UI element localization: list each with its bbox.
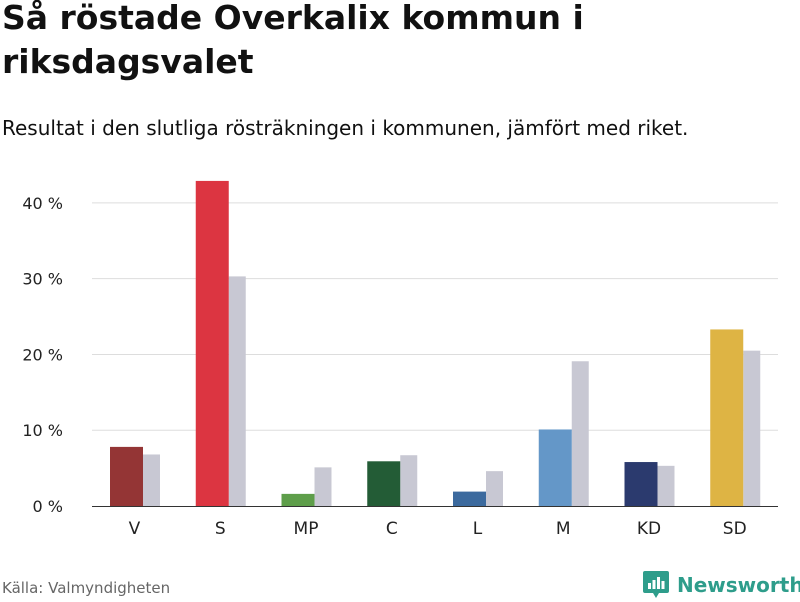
bar-riket-l <box>486 471 503 506</box>
y-tick-label: 40 % <box>22 194 63 213</box>
y-tick-label: 30 % <box>22 270 63 289</box>
chart-title: Så röstade Overkalix kommun i riksdagsva… <box>2 0 584 81</box>
x-tick-label: SD <box>723 519 747 539</box>
bar-chart-logo-icon <box>643 571 669 598</box>
bar-riket-s <box>228 276 246 506</box>
x-tick-label: MP <box>294 519 319 539</box>
bar-riket-kd <box>657 465 675 506</box>
x-tick-label: C <box>386 519 398 539</box>
bar-kommun-l <box>453 491 486 506</box>
brand-name: Newsworthy <box>677 573 800 597</box>
x-tick-label: L <box>473 519 483 539</box>
y-tick-label: 20 % <box>22 345 63 364</box>
bar-kommun-m <box>538 429 572 506</box>
chart-subtitle: Resultat i den slutliga rösträkningen i … <box>2 116 689 140</box>
x-tick-label: KD <box>637 519 661 539</box>
brand-logo[interactable]: Newsworthy <box>642 568 800 602</box>
bar-riket-v <box>143 454 160 506</box>
bar-kommun-mp <box>281 493 315 506</box>
bar-kommun-v <box>110 446 143 506</box>
bar-riket-m <box>571 361 589 506</box>
bar-riket-sd <box>743 350 761 506</box>
bar-riket-c <box>400 455 418 506</box>
bar-kommun-kd <box>624 462 658 506</box>
x-tick-label: V <box>129 519 141 539</box>
bar-kommun-sd <box>710 329 744 506</box>
x-tick-label: M <box>556 519 571 539</box>
y-tick-label: 0 % <box>33 497 63 516</box>
bar-riket-mp <box>314 467 332 506</box>
bar-kommun-c <box>367 461 401 506</box>
source-note: Källa: Valmyndigheten <box>2 579 171 597</box>
y-tick-label: 10 % <box>22 421 63 440</box>
bar-kommun-s <box>195 180 229 506</box>
x-tick-label: S <box>215 519 226 539</box>
